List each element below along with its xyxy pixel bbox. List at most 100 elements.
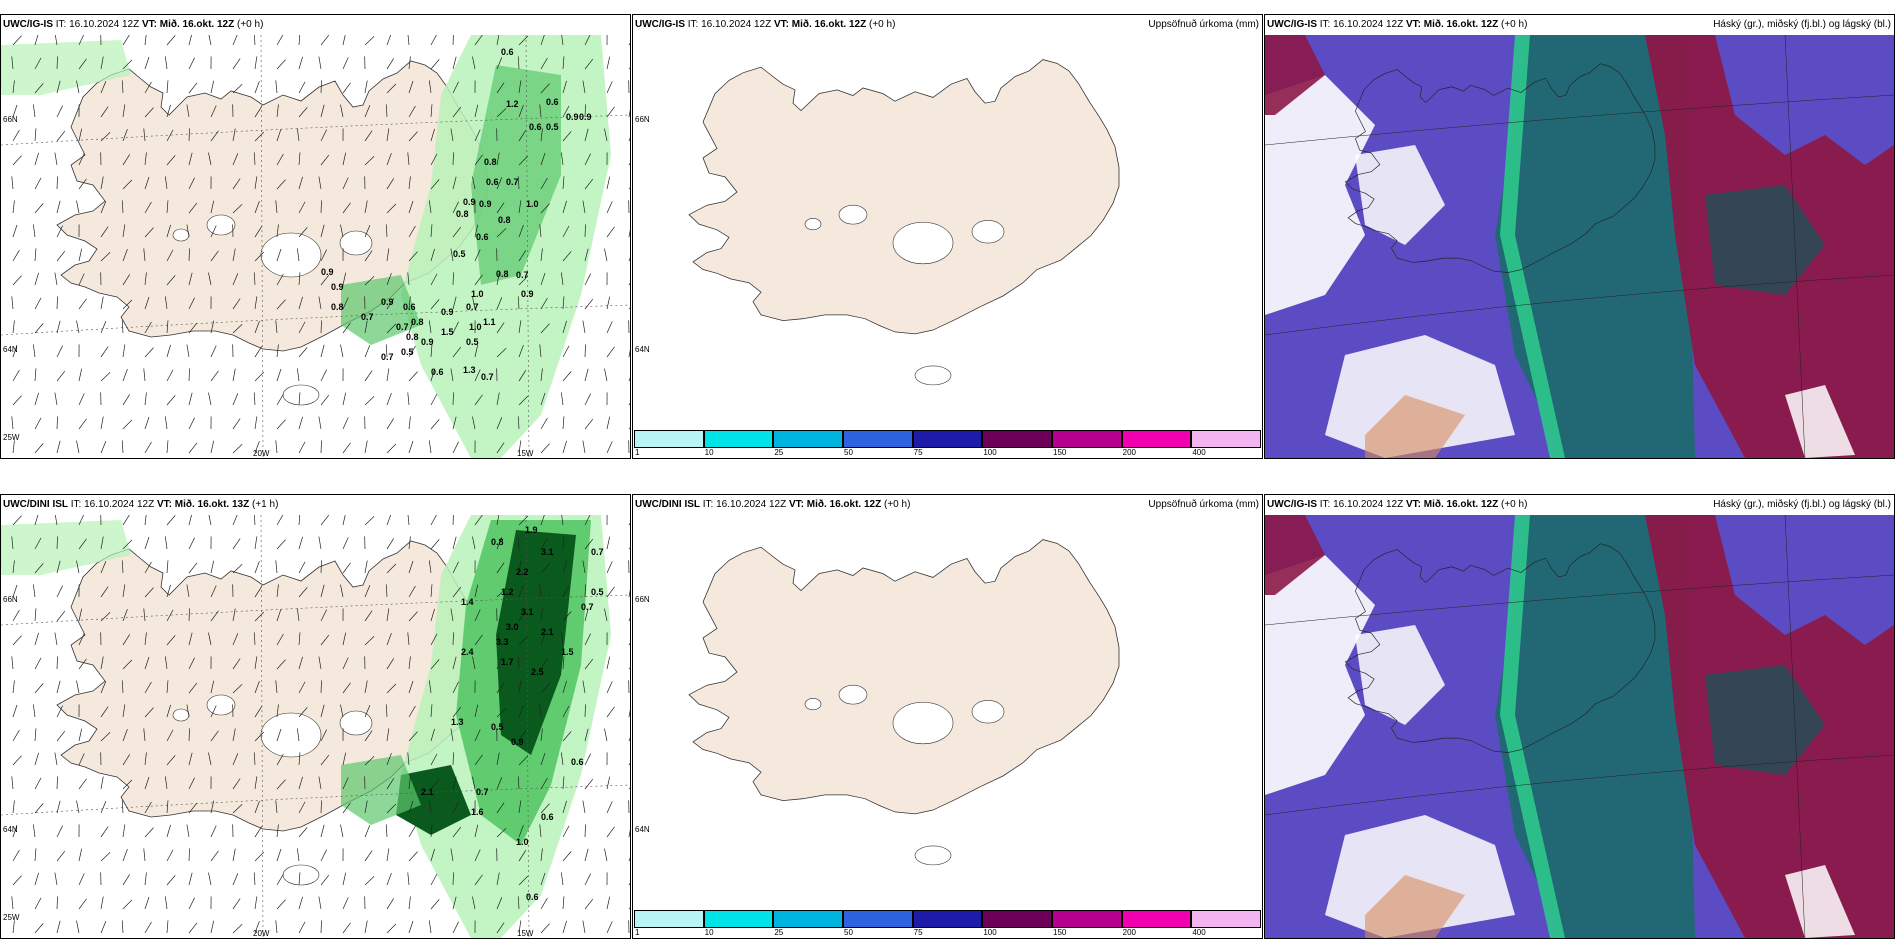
colorbar-swatch xyxy=(912,430,983,448)
colorbar-swatch xyxy=(773,910,843,928)
model-name: UWC/IG-IS xyxy=(635,19,685,30)
map-area[interactable] xyxy=(1265,515,1894,938)
precip-value-label: 0.9 xyxy=(441,307,454,317)
precip-value-label: 0.7 xyxy=(581,602,594,612)
valid-time: Mið. 16.okt. 12Z xyxy=(806,499,882,510)
panel-dini-precip-wind: 1.9 3.1 0.8 0.7 2.2 1.2 0.5 0.7 1.4 3.1 3.0 2.1 3.3 2… xyxy=(0,494,631,939)
model-name: UWC/DINI ISL xyxy=(3,499,68,510)
vt-label: VT: xyxy=(773,19,789,30)
precip-value-label: 0.7 xyxy=(481,372,494,382)
precip-value-label: 0.6 xyxy=(403,302,416,312)
axis-label-lat64: 64N xyxy=(635,345,650,354)
colorbar-swatch xyxy=(634,430,704,448)
colorbar-tick-label: 1 xyxy=(635,928,640,937)
vt-label: VT: xyxy=(1405,499,1421,510)
lead-time: (+0 h) xyxy=(884,499,911,510)
it-label: IT: xyxy=(1319,19,1331,30)
axis-label-lat66: 66N xyxy=(3,595,18,604)
panel-igis-cloud-cover-2: UWC/IG-IS IT: 16.10.2024 12Z VT: Mið. 16… xyxy=(1264,494,1895,939)
init-time: 16.10.2024 12Z xyxy=(1333,19,1404,30)
precip-value-label: 0.7 xyxy=(396,322,409,332)
precip-value-label: 3.0 xyxy=(506,622,519,632)
model-name: UWC/IG-IS xyxy=(3,19,53,30)
colorbar-swatch xyxy=(703,430,774,448)
precip-value-label: 1.0 xyxy=(471,289,484,299)
colorbar-tick-label: 50 xyxy=(844,448,853,457)
precip-value-label: 0.7 xyxy=(591,547,604,557)
map-area[interactable] xyxy=(1265,35,1894,458)
precip-value-label: 2.5 xyxy=(531,667,544,677)
precip-value-label: 0.8 xyxy=(484,157,497,167)
colorbar-swatch xyxy=(982,910,1052,928)
precip-value-label: 1.0 xyxy=(469,322,482,332)
precip-value-label: 0.9 xyxy=(421,337,434,347)
map-area[interactable] xyxy=(633,35,1262,435)
lead-time: (+1 h) xyxy=(252,499,279,510)
precip-value-label: 0.5 xyxy=(546,122,559,132)
it-label: IT: xyxy=(70,499,82,510)
precip-value-label: 0.9 xyxy=(463,197,476,207)
axis-label-lat66: 66N xyxy=(635,115,650,124)
colorbar-swatch xyxy=(1121,430,1192,448)
precip-value-label: 0.6 xyxy=(476,232,489,242)
colorbar-swatch xyxy=(912,910,983,928)
panel-header: UWC/DINI ISL IT: 16.10.2024 12Z VT: Mið.… xyxy=(635,499,910,510)
precip-colorbar: 1 10 25 50 75 100 150 200 400 xyxy=(634,910,1261,937)
precip-value-label: 1.2 xyxy=(506,99,519,109)
map-area[interactable]: 0.6 0.6 1.2 0.9 0.9 0.6 0.5 0.8 0.6 0.7 0.9 0.9 0.8 1… xyxy=(1,35,630,458)
precip-value-label: 2.4 xyxy=(461,647,474,657)
precip-value-label: 1.5 xyxy=(561,647,574,657)
panel-header: UWC/IG-IS IT: 16.10.2024 12Z VT: Mið. 16… xyxy=(1267,499,1527,510)
colorbar-swatch xyxy=(843,430,913,448)
precip-value-label: 0.6 xyxy=(431,367,444,377)
panel-header: UWC/IG-IS IT: 16.10.2024 12Z VT: Mið. 16… xyxy=(3,19,263,30)
precip-value-label: 0.9 xyxy=(566,112,579,122)
axis-label-lon15: 15W xyxy=(517,449,534,458)
precip-value-label: 0.5 xyxy=(491,722,504,732)
it-label: IT: xyxy=(702,499,714,510)
axis-label-lat64: 64N xyxy=(3,825,18,834)
map-area[interactable]: 1.9 3.1 0.8 0.7 2.2 1.2 0.5 0.7 1.4 3.1 3.0 2.1 3.3 2… xyxy=(1,515,630,938)
panel-header: UWC/DINI ISL IT: 16.10.2024 12Z VT: Mið.… xyxy=(3,499,278,510)
init-time: 16.10.2024 12Z xyxy=(69,19,140,30)
precip-value-label: 1.3 xyxy=(451,717,464,727)
precip-value-label: 0.5 xyxy=(401,347,414,357)
precip-value-label: 1.5 xyxy=(441,327,454,337)
colorbar-tick-label: 25 xyxy=(774,928,784,937)
init-time: 16.10.2024 12Z xyxy=(701,19,772,30)
colorbar-tick-label: 200 xyxy=(1122,448,1137,457)
precip-value-label: 0.6 xyxy=(529,122,542,132)
colorbar-swatch xyxy=(634,910,704,928)
colorbar-swatch xyxy=(1191,910,1261,928)
panel-header: UWC/IG-IS IT: 16.10.2024 12Z VT: Mið. 16… xyxy=(635,19,895,30)
precip-value-label: 0.7 xyxy=(361,312,374,322)
panel-title: Uppsöfnuð úrkoma (mm) xyxy=(1148,19,1259,30)
precip-value-label: 3.1 xyxy=(521,607,534,617)
iceland-landmass xyxy=(688,59,1120,335)
vt-label: VT: xyxy=(156,499,172,510)
precip-value-label: 2.1 xyxy=(421,787,434,797)
precip-value-label: 1.0 xyxy=(526,199,539,209)
panel-title: Háský (gr.), miðský (fj.bl.) og lágský (… xyxy=(1713,19,1891,30)
colorbar-swatch xyxy=(1052,430,1122,448)
precip-value-label: 3.1 xyxy=(541,547,554,557)
colorbar-swatch xyxy=(843,910,913,928)
precip-value-label: 0.6 xyxy=(486,177,499,187)
map-area[interactable] xyxy=(633,515,1262,915)
precip-value-label: 0.8 xyxy=(491,537,504,547)
axis-label-lat64: 64N xyxy=(3,345,18,354)
precip-value-label: 1.3 xyxy=(463,365,476,375)
valid-time: Mið. 16.okt. 13Z xyxy=(174,499,250,510)
colorbar-tick-label: 100 xyxy=(983,448,997,457)
valid-time: Mið. 16.okt. 12Z xyxy=(1423,19,1499,30)
precip-colorbar: 1 10 25 50 75 100 150 200 400 xyxy=(634,430,1261,457)
colorbar-tick-label: 150 xyxy=(1053,928,1067,937)
precip-value-label: 0.5 xyxy=(591,587,604,597)
precip-value-label: 3.3 xyxy=(496,637,509,647)
precip-value-label: 0.9 xyxy=(511,737,524,747)
panel-title: Háský (gr.), miðský (fj.bl.) og lágský (… xyxy=(1713,499,1891,510)
precip-value-label: 1.7 xyxy=(501,657,514,667)
precip-value-label: 0.6 xyxy=(526,892,539,902)
colorbar-swatch xyxy=(1052,910,1122,928)
axis-label-lat64: 64N xyxy=(635,825,650,834)
